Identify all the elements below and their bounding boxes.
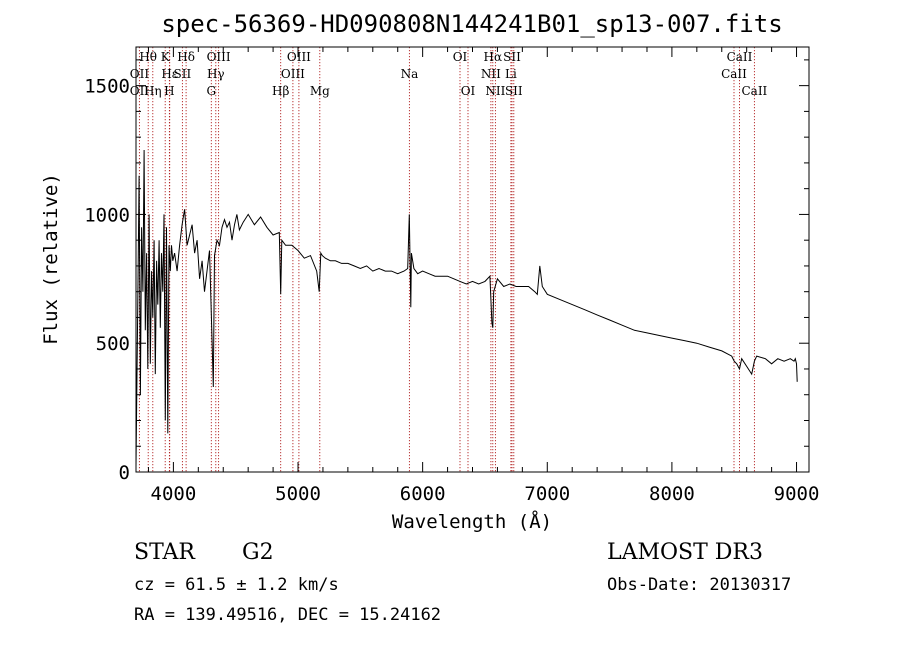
spectral-line-label: OIII <box>281 67 305 81</box>
spectral-line-label: K <box>161 50 171 64</box>
x-tick-label: 8000 <box>649 483 695 505</box>
spectral-line-label: CaII <box>741 84 767 98</box>
spectral-line-label: SII <box>505 84 523 98</box>
spectral-line-label: SII <box>174 67 192 81</box>
spectral-line-label: Na <box>401 67 419 81</box>
plot-frame <box>135 46 810 473</box>
axes: 4000 5000 6000 7000 8000 9000 0 500 1000 1500 <box>84 47 819 505</box>
y-tick-label: 1000 <box>84 204 130 226</box>
object-class: STAR <box>134 540 196 565</box>
spectral-line-label: OII <box>130 67 150 81</box>
y-axis-label: Flux (relative) <box>40 173 62 345</box>
y-tick-label: 1500 <box>84 76 130 98</box>
spectrum-line <box>135 149 798 467</box>
y-tick-label: 500 <box>96 333 130 355</box>
x-tick-label: 5000 <box>275 483 321 505</box>
spectral-line-label: H <box>164 84 174 98</box>
obs-date-text: Obs-Date: 20130317 <box>607 575 791 595</box>
x-tick-label: 6000 <box>400 483 446 505</box>
spectral-line-label: Li <box>505 67 517 81</box>
spectral-line-label: Hγ <box>207 67 225 81</box>
spectral-line-labels: Hθ OII OII K Hε Hη H Hδ SII OIII Hγ G Hβ OIII OIII Mg Na… <box>130 50 768 98</box>
spectral-line-label: SII <box>503 50 521 64</box>
spectral-line-label: OIII <box>207 50 231 64</box>
survey-name: LAMOST DR3 <box>607 540 763 565</box>
spectral-line-label: CaII <box>721 67 747 81</box>
spectral-line-label: Hα <box>484 50 503 64</box>
spectral-line-label: CaII <box>727 50 753 64</box>
x-tick-label: 7000 <box>524 483 570 505</box>
x-tick-label: 9000 <box>774 483 820 505</box>
spectral-line-label: OIII <box>287 50 311 64</box>
spectral-line-label: OI <box>453 50 468 64</box>
chart-title: spec-56369-HD090808N144241B01_sp13-007.f… <box>161 10 782 38</box>
spectral-line-label: Mg <box>310 84 330 98</box>
spectral-line-label: Hε <box>161 67 178 81</box>
spectral-line-markers <box>138 47 755 472</box>
spectral-line-label: OI <box>461 84 476 98</box>
spectral-line-label: Hδ <box>177 50 195 64</box>
x-axis-label: Wavelength (Å) <box>392 510 552 533</box>
spectral-line-label: G <box>207 84 217 98</box>
spectral-line-label: NII <box>481 67 501 81</box>
spectral-line-label: NII <box>485 84 505 98</box>
object-subclass: G2 <box>242 540 274 565</box>
coordinates-text: RA = 139.49516, DEC = 15.24162 <box>134 605 441 625</box>
spectral-line-label: OII <box>130 84 150 98</box>
y-tick-label: 0 <box>119 462 130 484</box>
x-tick-label: 4000 <box>151 483 197 505</box>
redshift-text: cz = 61.5 ± 1.2 km/s <box>134 575 339 595</box>
spectral-line-label: Hβ <box>272 84 289 98</box>
spectral-line-label: Hη <box>144 84 162 98</box>
spectral-line-label: Hθ <box>139 50 157 64</box>
